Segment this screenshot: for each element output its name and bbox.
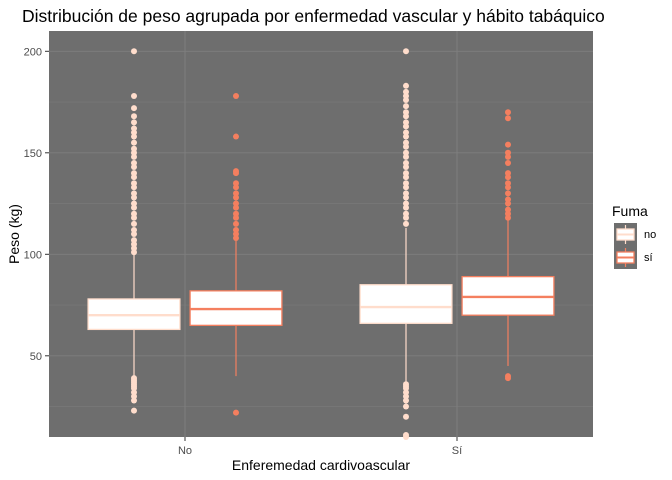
outlier-point (131, 407, 137, 414)
outlier-point (131, 190, 137, 197)
y-axis: 50 100 150 200 (24, 46, 49, 363)
y-tick-label: 150 (24, 148, 42, 160)
outlier-point (505, 115, 511, 122)
x-axis: No Sí (178, 437, 462, 457)
outlier-point (403, 82, 409, 89)
outlier-point (403, 220, 409, 227)
y-tick-label: 50 (30, 351, 42, 363)
y-axis-label: Peso (kg) (6, 204, 22, 264)
legend-title: Fuma (612, 203, 648, 219)
outlier-point (233, 210, 239, 217)
outlier-point (403, 381, 409, 388)
outlier-point (403, 170, 409, 177)
outlier-point (403, 88, 409, 95)
outlier-point (403, 200, 409, 207)
outlier-point (403, 109, 409, 116)
outlier-point (131, 139, 137, 146)
outlier-point (131, 119, 137, 126)
x-axis-label: Enferemedad cardivoascular (232, 457, 411, 473)
outlier-point (403, 159, 409, 166)
outlier-point (131, 145, 137, 152)
outlier-point (131, 180, 137, 187)
outlier-point (505, 206, 511, 213)
plot-panel (49, 31, 593, 437)
outlier-point (131, 105, 137, 112)
legend-label: sí (644, 252, 653, 264)
outlier-point (505, 180, 511, 187)
outlier-point (131, 92, 137, 99)
outlier-point (233, 133, 239, 140)
outlier-point (403, 119, 409, 126)
outlier-point (403, 180, 409, 187)
outlier-point (233, 220, 239, 227)
outlier-point (233, 92, 239, 99)
outlier-point (403, 103, 409, 110)
outlier-point (403, 129, 409, 136)
y-tick-label: 100 (24, 249, 42, 261)
outlier-point (131, 375, 137, 382)
box-group (359, 48, 453, 440)
y-tick-label: 200 (24, 46, 42, 58)
box (359, 284, 453, 324)
outlier-point (505, 141, 511, 148)
outlier-point (403, 431, 409, 438)
box-group (189, 92, 283, 416)
outlier-point (233, 180, 239, 187)
legend: Fuma no sí (612, 203, 656, 269)
plot-marks (87, 48, 555, 440)
outlier-point (233, 226, 239, 233)
outlier-point (233, 168, 239, 175)
outlier-point (505, 373, 511, 380)
outlier-point (505, 190, 511, 197)
outlier-point (233, 190, 239, 197)
outlier-point (505, 109, 511, 116)
outlier-point (131, 48, 137, 55)
outlier-point (131, 210, 137, 217)
outlier-point (131, 125, 137, 132)
outlier-point (131, 226, 137, 233)
box-group (461, 109, 555, 382)
outlier-point (131, 237, 137, 244)
outlier-point (505, 149, 511, 156)
chart-title: Distribución de peso agrupada por enferm… (22, 6, 605, 26)
outlier-point (403, 403, 409, 410)
outlier-point (403, 48, 409, 55)
outlier-point (131, 113, 137, 120)
outlier-point (403, 190, 409, 197)
outlier-point (131, 170, 137, 177)
outlier-point (131, 220, 137, 227)
legend-label: no (644, 229, 656, 241)
outlier-point (233, 200, 239, 207)
outlier-point (403, 149, 409, 156)
outlier-point (505, 159, 511, 166)
outlier-point (131, 159, 137, 166)
outlier-point (403, 139, 409, 146)
x-tick-label: Sí (452, 445, 462, 457)
outlier-point (505, 170, 511, 177)
outlier-point (403, 413, 409, 420)
box-group (87, 48, 181, 414)
x-tick-label: No (178, 445, 192, 457)
outlier-point (403, 210, 409, 217)
outlier-point (233, 409, 239, 416)
outlier-point (505, 196, 511, 203)
outlier-point (131, 200, 137, 207)
